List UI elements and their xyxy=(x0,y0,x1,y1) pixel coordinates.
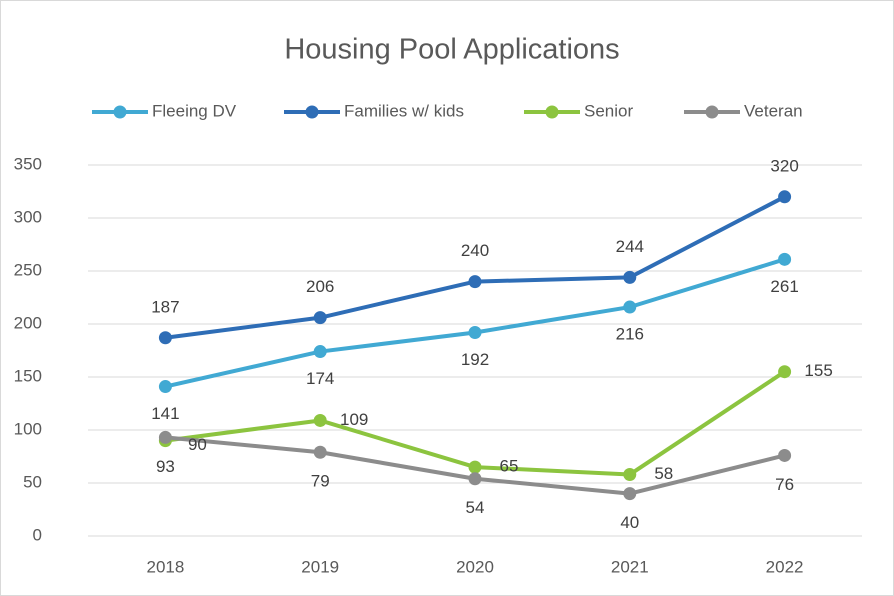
data-point xyxy=(468,275,482,289)
y-tick-label: 250 xyxy=(14,260,42,279)
y-tick-label: 50 xyxy=(23,472,42,491)
data-label: 320 xyxy=(770,156,798,175)
chart-title: Housing Pool Applications xyxy=(284,34,619,66)
data-label: 79 xyxy=(311,472,330,491)
x-tick-label: 2019 xyxy=(301,557,339,576)
data-label: 40 xyxy=(620,513,639,532)
data-point xyxy=(313,445,327,459)
legend-marker xyxy=(305,105,319,119)
data-label: 65 xyxy=(500,457,519,476)
y-tick-label: 100 xyxy=(14,419,42,438)
y-tick-label: 350 xyxy=(14,154,42,173)
legend-marker xyxy=(113,105,127,119)
data-point xyxy=(623,468,637,482)
data-point xyxy=(623,487,637,501)
data-point xyxy=(313,413,327,427)
data-label: 90 xyxy=(188,435,207,454)
y-tick-label: 150 xyxy=(14,366,42,385)
data-label: 206 xyxy=(306,277,334,296)
x-tick-label: 2022 xyxy=(766,557,804,576)
data-label: 141 xyxy=(151,404,179,423)
data-point xyxy=(623,270,637,284)
legend-label: Senior xyxy=(584,101,633,120)
data-point xyxy=(778,190,792,204)
data-label: 244 xyxy=(616,237,644,256)
data-point xyxy=(158,331,172,345)
data-label: 76 xyxy=(775,475,794,494)
data-point xyxy=(468,460,482,474)
data-label: 93 xyxy=(156,457,175,476)
legend-marker xyxy=(545,105,559,119)
y-tick-label: 200 xyxy=(14,313,42,332)
x-tick-label: 2018 xyxy=(146,557,184,576)
data-point xyxy=(158,430,172,444)
data-point xyxy=(468,325,482,339)
data-point xyxy=(158,380,172,394)
data-point xyxy=(778,448,792,462)
data-label: 240 xyxy=(461,241,489,260)
data-point xyxy=(778,365,792,379)
y-tick-label: 0 xyxy=(33,525,42,544)
legend-label: Fleeing DV xyxy=(152,101,237,120)
data-label: 261 xyxy=(770,277,798,296)
x-tick-label: 2020 xyxy=(456,557,494,576)
data-label: 109 xyxy=(340,410,368,429)
legend-label: Families w/ kids xyxy=(344,101,464,120)
data-label: 58 xyxy=(654,464,673,483)
data-point xyxy=(623,300,637,314)
data-point xyxy=(778,252,792,266)
data-point xyxy=(468,472,482,486)
x-tick-label: 2021 xyxy=(611,557,649,576)
legend-label: Veteran xyxy=(744,101,803,120)
y-tick-label: 300 xyxy=(14,207,42,226)
data-label: 192 xyxy=(461,350,489,369)
data-point xyxy=(313,345,327,359)
data-label: 187 xyxy=(151,297,179,316)
data-label: 54 xyxy=(466,498,485,517)
data-label: 155 xyxy=(804,361,832,380)
data-label: 216 xyxy=(616,325,644,344)
data-label: 174 xyxy=(306,369,334,388)
data-point xyxy=(313,311,327,325)
legend-marker xyxy=(705,105,719,119)
